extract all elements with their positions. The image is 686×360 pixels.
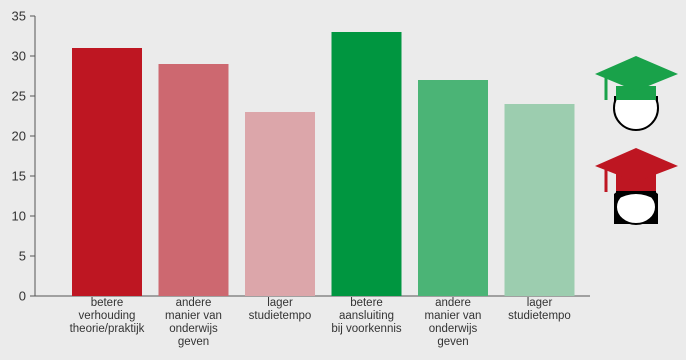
x-tick-label: lager studietempo <box>249 297 312 322</box>
x-tick-label-line: onderwijs <box>169 323 218 335</box>
bars <box>72 32 575 296</box>
x-tick-label: andere manier van onderwijs geven <box>165 297 222 348</box>
bar <box>72 48 142 296</box>
x-tick-label-line: andere <box>435 297 471 309</box>
x-tick-label-line: verhouding <box>79 310 136 322</box>
y-tick-label: 30 <box>12 49 26 64</box>
x-tick-label-line: geven <box>437 336 468 348</box>
y-tick-label: 35 <box>12 9 26 24</box>
bar <box>158 64 229 296</box>
x-tick-label-line: onderwijs <box>429 323 478 335</box>
x-tick-label-line: lager <box>527 297 553 309</box>
y-tick-label: 5 <box>19 249 26 264</box>
x-tick-label-line: studietempo <box>508 310 571 322</box>
x-tick-label-line: bij voorkennis <box>331 323 402 335</box>
x-tick-label: betere aansluiting bij voorkennis <box>331 297 402 335</box>
bar <box>331 32 402 296</box>
x-tick-label-line: aansluiting <box>339 310 394 322</box>
graduate-red-icon <box>595 148 678 225</box>
x-tick-label-line: betere <box>350 297 383 309</box>
bar <box>504 104 575 296</box>
y-tick-label: 0 <box>19 289 26 304</box>
y-tick-label: 10 <box>12 209 26 224</box>
x-tick-label: betere verhouding theorie/praktijk <box>70 297 145 335</box>
graduate-green-icon <box>595 56 678 131</box>
bar <box>418 80 488 296</box>
x-tick-label-line: manier van <box>425 310 482 322</box>
y-tick-label: 20 <box>12 129 26 144</box>
x-tick-label-line: lager <box>267 297 293 309</box>
x-tick-label-line: andere <box>176 297 212 309</box>
y-tick-label: 15 <box>12 169 26 184</box>
y-tick-label: 25 <box>12 89 26 104</box>
x-tick-label-line: theorie/praktijk <box>70 323 145 335</box>
x-tick-label-line: betere <box>91 297 124 309</box>
x-tick-label: andere manier van onderwijs geven <box>425 297 482 348</box>
bar <box>245 112 315 296</box>
x-tick-label-line: geven <box>178 336 209 348</box>
x-tick-label: lager studietempo <box>508 297 571 322</box>
x-tick-label-line: manier van <box>165 310 222 322</box>
x-tick-label-line: studietempo <box>249 310 312 322</box>
